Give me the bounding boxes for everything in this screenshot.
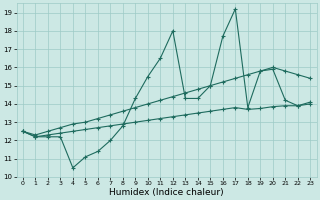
X-axis label: Humidex (Indice chaleur): Humidex (Indice chaleur) <box>109 188 224 197</box>
